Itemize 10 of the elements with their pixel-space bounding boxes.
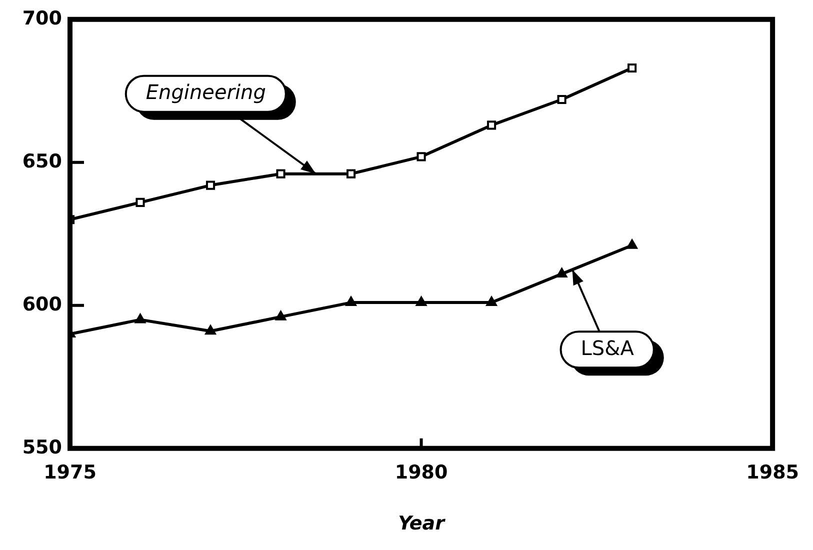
text: Engineering [146, 80, 266, 104]
x-tick-label: 1980 [394, 462, 448, 484]
y-tick-label: 700 [22, 7, 62, 30]
y-tick-label: 550 [22, 436, 62, 458]
x-tick-label: 1985 [746, 462, 800, 484]
x-axis-title: Year [398, 512, 446, 535]
text: LS&A [580, 336, 634, 360]
x-tick-label: 1975 [44, 462, 96, 484]
y-tick-label: 600 [22, 293, 62, 316]
y-tick-label: 650 [22, 150, 62, 172]
